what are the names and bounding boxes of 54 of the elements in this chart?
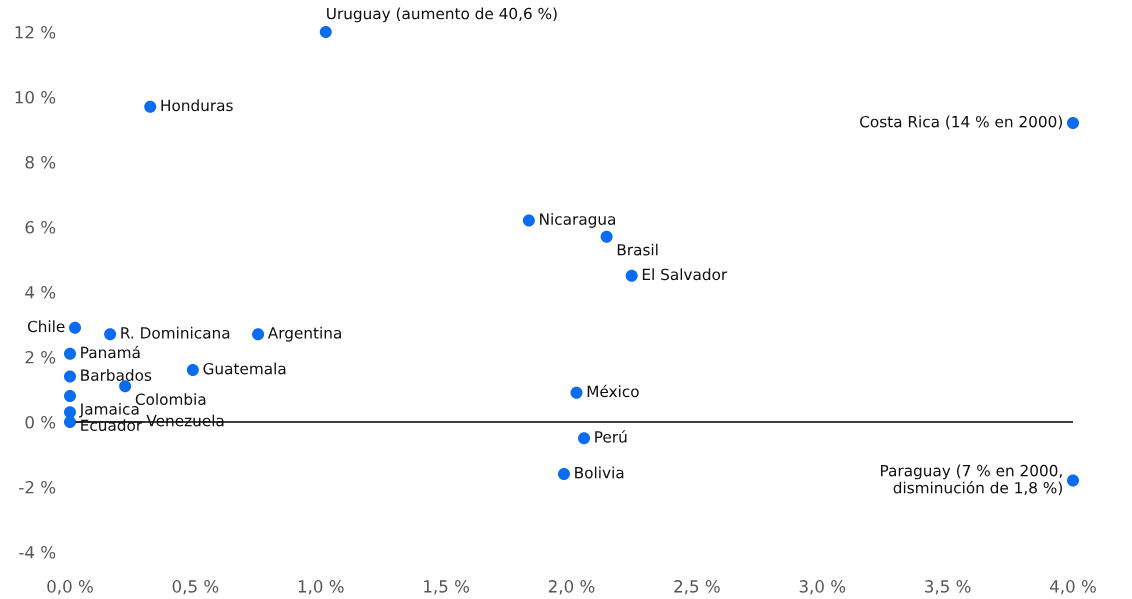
annotation: Nicaragua bbox=[540, 213, 616, 228]
y-tick-label: -2 % bbox=[19, 480, 56, 494]
point bbox=[319, 25, 332, 39]
x-tick-label: 0,0 % bbox=[47, 580, 93, 595]
x-tick-label: 0,5 % bbox=[172, 580, 219, 595]
y-tick-label: 10 % bbox=[15, 90, 56, 104]
annotation: Honduras bbox=[161, 99, 233, 112]
annotation: Argentina bbox=[267, 326, 341, 342]
y-tick-label: -4 % bbox=[19, 545, 56, 559]
annotation: El Salvador bbox=[642, 268, 728, 281]
point bbox=[1066, 116, 1080, 130]
y-tick-label: 0 % bbox=[25, 415, 56, 429]
point bbox=[69, 321, 82, 334]
point bbox=[578, 432, 591, 445]
point bbox=[557, 467, 570, 481]
annotation: Bolivia bbox=[575, 466, 624, 479]
annotation: Barbados bbox=[81, 369, 152, 381]
annotation: Costa Rica (14 % en 2000) bbox=[860, 115, 1062, 130]
point bbox=[570, 386, 583, 399]
annotation: Panamá bbox=[81, 345, 140, 359]
annotation: Uruguay (aumento de 40,6 %) bbox=[327, 7, 557, 23]
point bbox=[600, 230, 613, 243]
annotation: R. Dominicana bbox=[121, 326, 230, 339]
x-tick-label: 2,0 % bbox=[548, 580, 595, 595]
x-tick-label: 3,0 % bbox=[799, 580, 846, 595]
y-tick-label: 2 % bbox=[25, 350, 56, 364]
point bbox=[104, 328, 117, 341]
annotation: Paraguay (7 % en 2000, disminución de 1,8 %) bbox=[881, 464, 1062, 496]
point bbox=[522, 214, 535, 227]
x-tick-label: 4,0 % bbox=[1050, 580, 1096, 595]
annotation: Guatemala bbox=[203, 362, 286, 375]
annotation: Chile bbox=[27, 320, 65, 333]
point bbox=[186, 363, 199, 377]
point bbox=[63, 389, 77, 403]
annotation: México bbox=[587, 384, 639, 398]
point bbox=[119, 380, 132, 393]
point bbox=[625, 269, 638, 282]
annotation: Perú bbox=[595, 430, 627, 443]
x-tick-label: 2,5 % bbox=[674, 580, 720, 595]
y-tick-label: 6 % bbox=[25, 220, 56, 234]
point bbox=[63, 370, 77, 383]
point bbox=[63, 347, 77, 360]
annotation: Brasil bbox=[617, 243, 658, 256]
point bbox=[63, 415, 77, 429]
point bbox=[1066, 474, 1080, 487]
x-tick-label: 3,5 % bbox=[925, 580, 971, 595]
point bbox=[252, 328, 265, 341]
x-tick-label: 1,5 % bbox=[424, 580, 470, 595]
point bbox=[144, 100, 157, 113]
y-tick-label: 12 % bbox=[15, 25, 56, 39]
point bbox=[63, 406, 77, 419]
y-tick-label: 4 % bbox=[25, 285, 56, 299]
x-tick-label: 1,0 % bbox=[298, 580, 344, 595]
y-tick-label: 8 % bbox=[25, 155, 56, 169]
